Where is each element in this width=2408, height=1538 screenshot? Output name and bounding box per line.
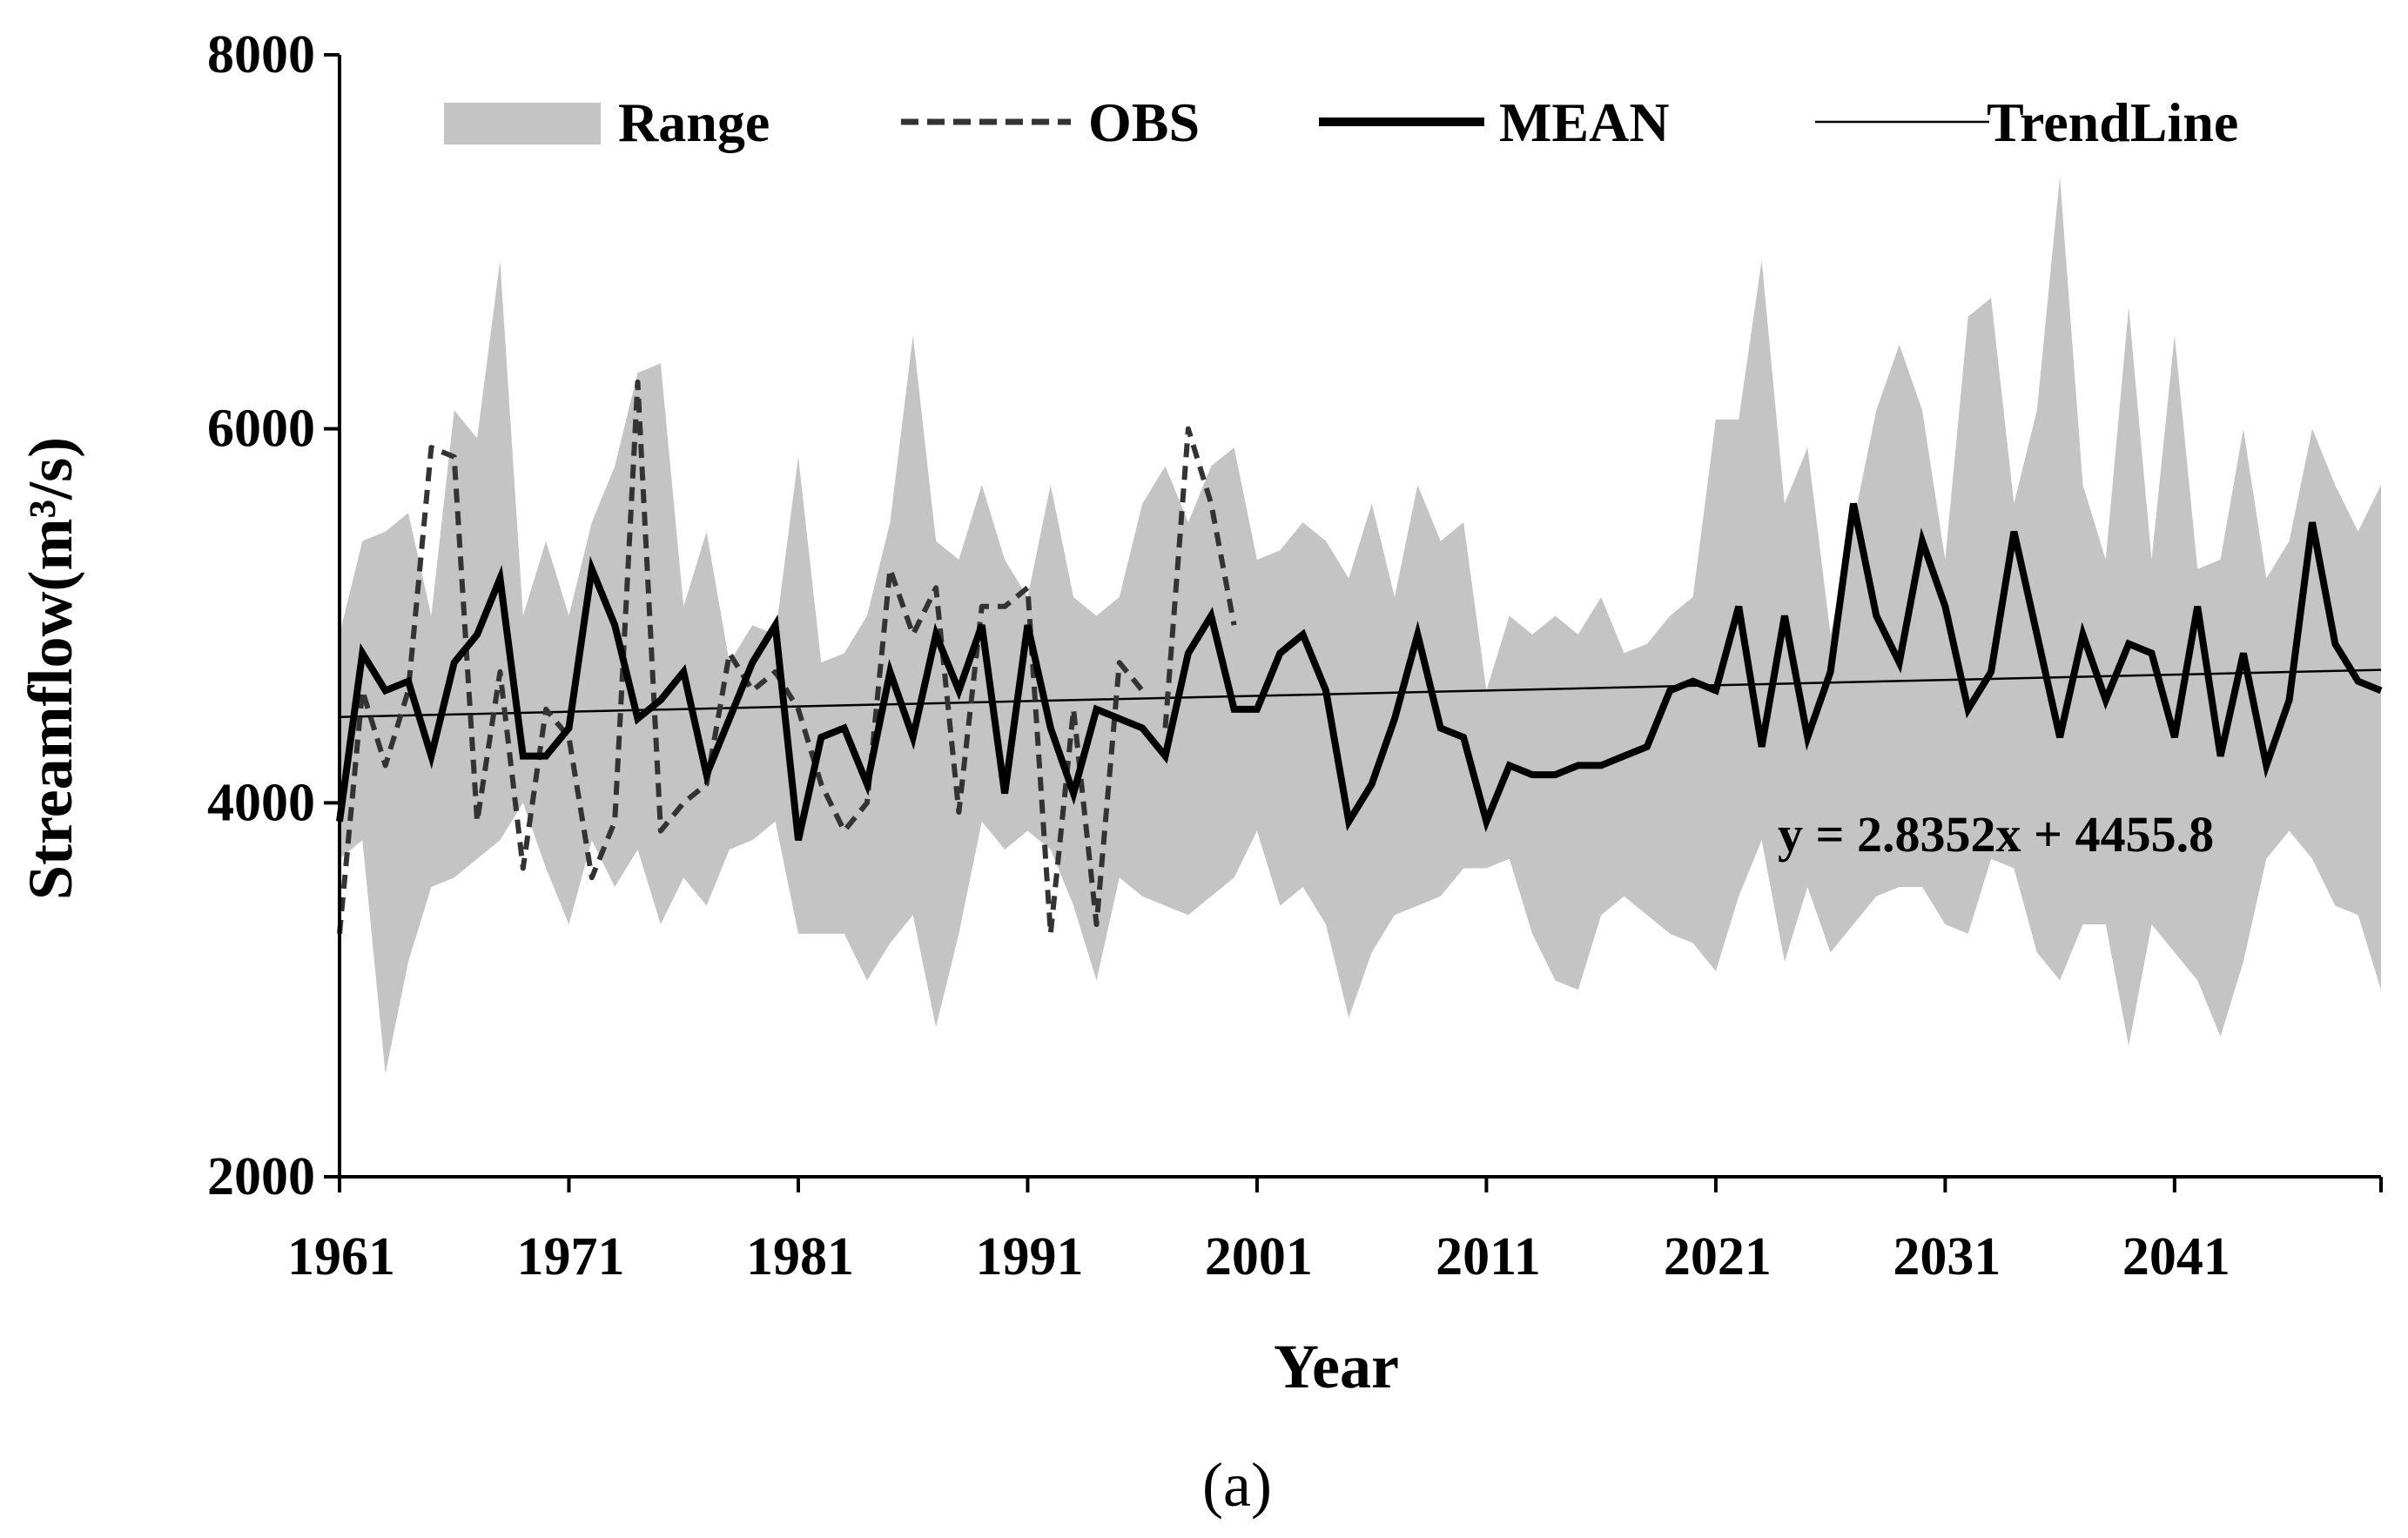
y-axis-title: Streamflow(m³/s) bbox=[16, 437, 85, 900]
axes-layer: 2000 4000 6000 8000 1961 1971 1981 1991 2001 2011… bbox=[207, 25, 2383, 1286]
x-axis-title: Year bbox=[1274, 1332, 1399, 1401]
legend-swatch-range bbox=[444, 103, 601, 144]
legend: Range OBS MEAN TrendLine bbox=[444, 91, 2238, 153]
obs-line-segment-1 bbox=[337, 379, 1145, 937]
x-tick-label: 1981 bbox=[746, 1227, 854, 1286]
trendline bbox=[339, 668, 2382, 719]
y-tick-label: 6000 bbox=[207, 400, 315, 459]
y-tick-label: 8000 bbox=[207, 25, 315, 84]
x-tick-label: 2041 bbox=[2122, 1227, 2230, 1286]
panel-label: (a) bbox=[1202, 1450, 1272, 1520]
x-tick-label: 2001 bbox=[1205, 1227, 1313, 1286]
obs-line-segment-2 bbox=[1162, 426, 1237, 729]
trendline-equation: y = 2.8352x + 4455.8 bbox=[1778, 806, 2214, 863]
x-tick-label: 2021 bbox=[1664, 1227, 1772, 1286]
mean-series-layer bbox=[336, 502, 2383, 842]
x-tick-label: 1961 bbox=[287, 1227, 395, 1286]
x-tick-label: 2031 bbox=[1893, 1227, 2001, 1286]
x-tick-label: 2011 bbox=[1436, 1227, 1541, 1286]
trendline-layer bbox=[339, 668, 2382, 719]
range-band-layer bbox=[340, 176, 2381, 1074]
x-tick-label: 1991 bbox=[975, 1227, 1083, 1286]
y-tick-label: 4000 bbox=[207, 773, 315, 832]
mean-line bbox=[336, 502, 2383, 842]
legend-label-trend: TrendLine bbox=[1987, 91, 2238, 153]
legend-label-obs: OBS bbox=[1088, 91, 1200, 153]
legend-label-range: Range bbox=[618, 91, 770, 153]
legend-label-mean: MEAN bbox=[1499, 91, 1670, 153]
x-tick-label: 1971 bbox=[516, 1227, 624, 1286]
range-band bbox=[340, 176, 2381, 1074]
y-tick-label: 2000 bbox=[207, 1147, 315, 1206]
obs-series-layer bbox=[337, 379, 1237, 937]
